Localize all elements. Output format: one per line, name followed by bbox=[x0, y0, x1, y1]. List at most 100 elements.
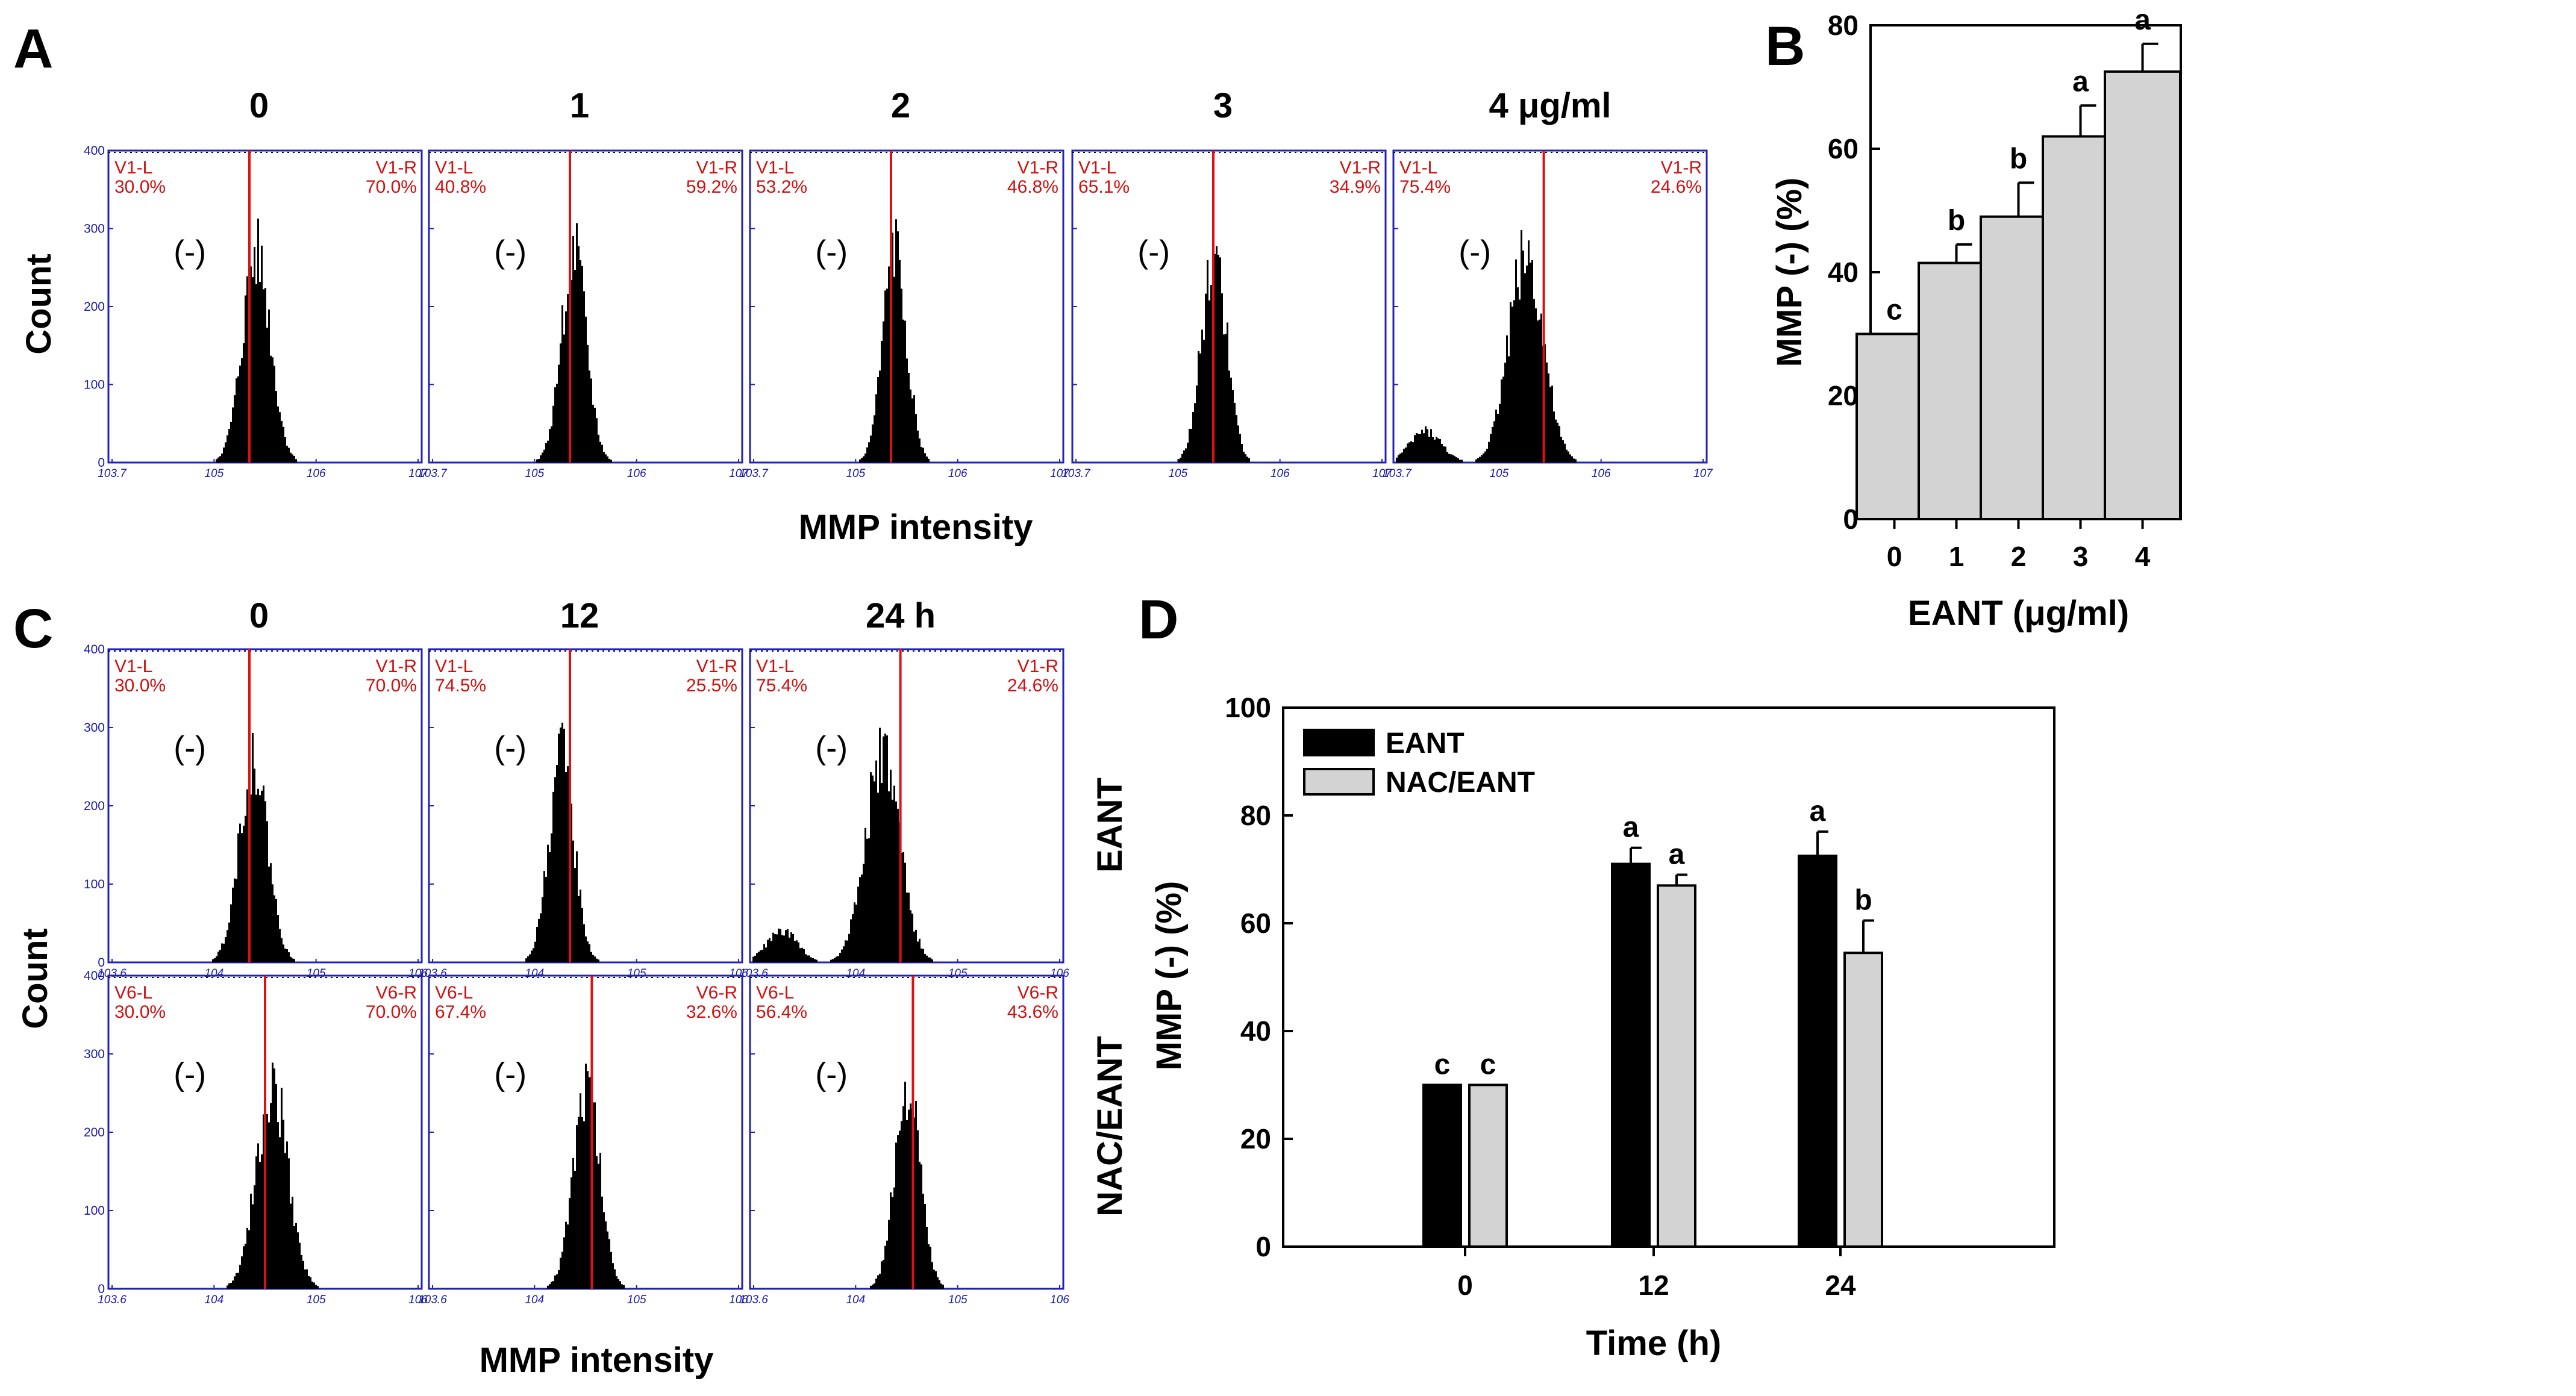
ytick-label: 100 bbox=[1225, 692, 1271, 723]
histogram-bin bbox=[1446, 452, 1448, 463]
histogram-bin bbox=[283, 1120, 284, 1289]
histogram-ytick-label: 300 bbox=[84, 721, 105, 735]
histogram-bin bbox=[565, 1221, 567, 1289]
histogram-bars bbox=[227, 1062, 319, 1289]
histogram-bin bbox=[304, 1269, 306, 1289]
histogram-bin bbox=[578, 246, 580, 463]
histogram-xtick-label: 107 bbox=[1693, 467, 1713, 480]
histogram-bin bbox=[904, 1082, 906, 1289]
histogram-bin bbox=[1398, 455, 1399, 463]
histogram-bin bbox=[538, 458, 540, 463]
histogram-bin bbox=[899, 1130, 901, 1289]
histogram-bin bbox=[872, 775, 874, 962]
gate-right-percent: 32.6% bbox=[686, 1002, 737, 1022]
histogram-bin bbox=[261, 245, 263, 463]
histogram-bin bbox=[1225, 334, 1227, 463]
histogram-bin bbox=[1432, 437, 1434, 463]
histogram-xtick-label: 103.6 bbox=[739, 1294, 768, 1306]
histogram-bin bbox=[917, 430, 919, 463]
histogram-bin bbox=[1185, 448, 1187, 463]
histogram-bin bbox=[216, 956, 217, 962]
histogram-xtick-label: 103.6 bbox=[739, 967, 768, 980]
histogram-bin bbox=[1192, 411, 1194, 463]
xtick-label: 2 bbox=[2011, 541, 2027, 572]
histogram-bin bbox=[571, 280, 572, 463]
ytick-label: 20 bbox=[1240, 1123, 1271, 1155]
histogram-bin bbox=[1214, 254, 1216, 463]
histogram-bin bbox=[569, 1198, 571, 1289]
histogram-bin bbox=[771, 941, 772, 962]
histogram-2: 103.7 105 106 107 V1-L53.2% V1-R46.8% (-) bbox=[739, 149, 1070, 480]
histogram-bin bbox=[830, 959, 832, 962]
histogram-bin bbox=[290, 956, 292, 962]
histogram-bin bbox=[1227, 322, 1228, 463]
histogram-bin bbox=[1493, 421, 1495, 463]
histogram-bin bbox=[792, 933, 794, 962]
gate-left-name: V1-L bbox=[114, 656, 152, 676]
histogram-bin bbox=[1430, 429, 1432, 463]
histogram-bin bbox=[1232, 390, 1234, 463]
column-title: 12 bbox=[560, 596, 599, 635]
histogram-bin bbox=[297, 1232, 299, 1289]
histogram-bin bbox=[589, 944, 590, 962]
histogram-bin bbox=[1524, 273, 1526, 463]
histogram-bin bbox=[803, 949, 805, 962]
row-label-nac-eant: NAC/EANT bbox=[1090, 1036, 1130, 1217]
histogram-bin bbox=[560, 1257, 561, 1289]
histogram-bin bbox=[1437, 438, 1439, 463]
histogram-bin bbox=[583, 924, 585, 962]
histogram-bin bbox=[607, 456, 608, 463]
histogram-bin bbox=[886, 288, 888, 463]
histogram-xtick-label: 105 bbox=[525, 467, 544, 480]
histogram-bin bbox=[552, 791, 554, 962]
histogram-ytick-label: 200 bbox=[84, 300, 105, 314]
histogram-bin bbox=[1454, 456, 1455, 463]
gate-right-name: V1-R bbox=[1340, 158, 1381, 178]
histogram-bin bbox=[585, 1064, 587, 1289]
gate-left-percent: 67.4% bbox=[435, 1002, 486, 1022]
histogram-bin bbox=[1203, 340, 1205, 463]
histogram-ytick-label: 100 bbox=[84, 378, 105, 392]
histogram-bin bbox=[594, 408, 596, 463]
histogram-bin bbox=[1407, 443, 1408, 463]
histogram-bin bbox=[1548, 373, 1549, 463]
histogram-bin bbox=[257, 788, 259, 962]
gate-left-name: V1-L bbox=[1078, 158, 1116, 178]
histogram-11: 103.6 104 105 106 V1-L74.5% V1-R25.5% (-) bbox=[418, 648, 748, 980]
histogram-bin bbox=[538, 918, 540, 962]
histogram-bin bbox=[254, 1185, 255, 1289]
histogram-bin bbox=[931, 1262, 933, 1289]
histogram-bin bbox=[254, 768, 255, 962]
histogram-bin bbox=[874, 415, 875, 463]
histogram-bin bbox=[810, 957, 812, 962]
histogram-bin bbox=[596, 418, 598, 463]
histogram-bin bbox=[1218, 255, 1219, 463]
histogram-xtick-label: 107 bbox=[1050, 467, 1070, 480]
histogram-bin bbox=[549, 429, 551, 463]
histogram-bin bbox=[801, 947, 803, 962]
histogram-bin bbox=[217, 952, 219, 962]
histogram-xtick-label: 105 bbox=[1168, 467, 1187, 480]
histogram-bin bbox=[888, 791, 890, 962]
histogram-bin bbox=[1243, 451, 1245, 463]
histogram-bin bbox=[257, 218, 259, 463]
histogram-bin bbox=[1208, 300, 1210, 463]
histogram-bin bbox=[580, 260, 581, 463]
histogram-bin bbox=[605, 454, 607, 463]
histogram-bin bbox=[558, 364, 560, 463]
histogram-bin bbox=[761, 949, 763, 962]
histogram-bin bbox=[288, 952, 290, 962]
histogram-bin bbox=[583, 1121, 585, 1289]
histogram-bin bbox=[1501, 379, 1502, 463]
histogram-bin bbox=[587, 1071, 589, 1289]
histogram-bin bbox=[904, 862, 906, 962]
histogram-bin bbox=[875, 394, 877, 463]
histogram-bin bbox=[245, 295, 246, 463]
histogram-bin bbox=[1230, 378, 1232, 463]
histogram-bin bbox=[592, 1102, 594, 1289]
histogram-bin bbox=[275, 1083, 277, 1289]
histogram-bin bbox=[561, 1251, 563, 1289]
histogram-bin bbox=[1428, 437, 1430, 463]
